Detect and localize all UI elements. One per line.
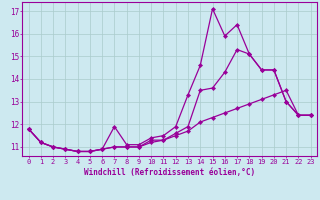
X-axis label: Windchill (Refroidissement éolien,°C): Windchill (Refroidissement éolien,°C) [84,168,255,177]
